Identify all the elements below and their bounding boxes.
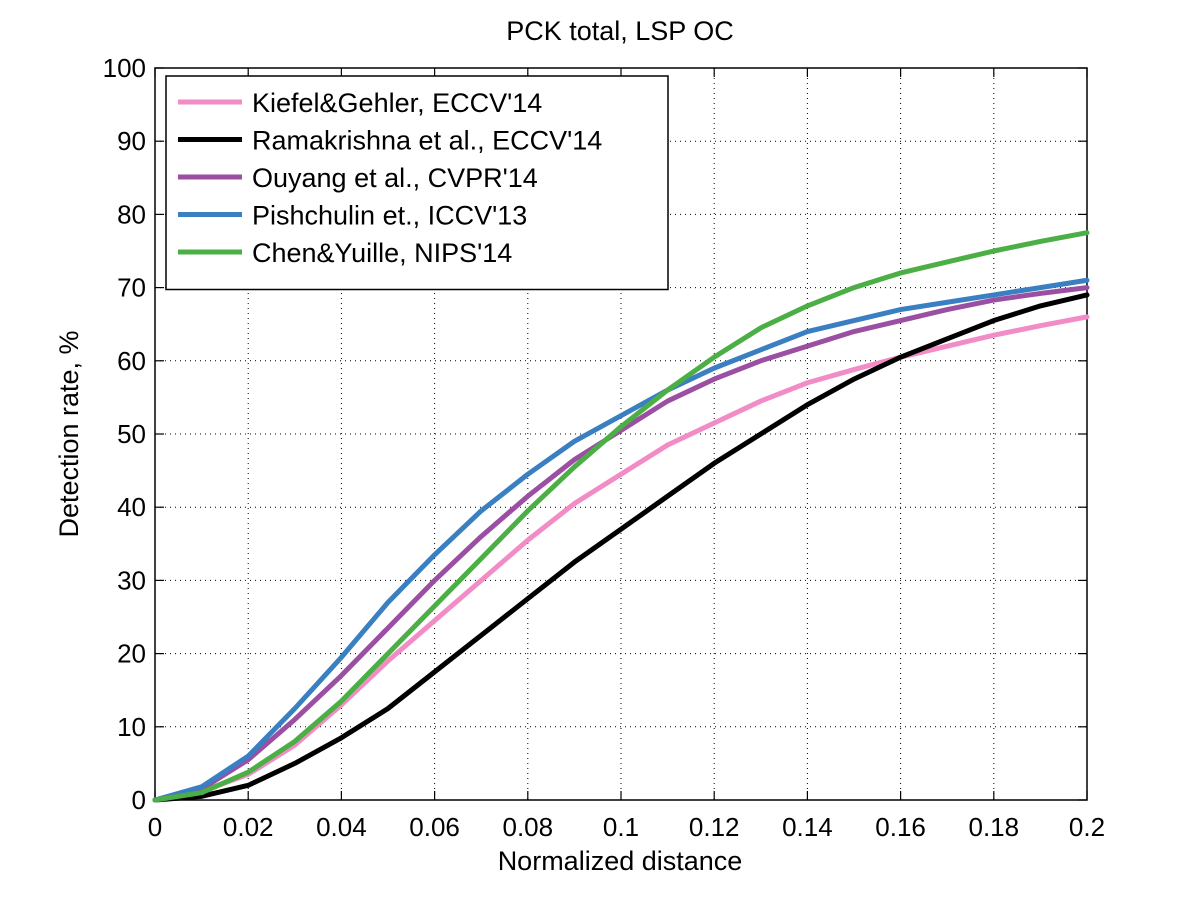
x-tick-label: 0.14 (782, 812, 833, 842)
series-lines (152, 230, 1090, 803)
x-tick-label: 0.06 (409, 812, 460, 842)
chart-title: PCK total, LSP OC (506, 16, 734, 46)
legend: Kiefel&Gehler, ECCV'14 Ramakrishna et al.… (165, 75, 669, 291)
y-tick-label: 90 (117, 126, 146, 156)
y-tick-label: 80 (117, 199, 146, 229)
y-tick-label: 10 (117, 712, 146, 742)
legend-box (165, 75, 669, 291)
y-tick-label: 60 (117, 346, 146, 376)
y-tick-label: 30 (117, 565, 146, 595)
series-line-2 (152, 292, 1090, 803)
y-tick-label: 100 (103, 53, 146, 83)
x-tick-label: 0.18 (968, 812, 1019, 842)
x-tick-label: 0.16 (875, 812, 926, 842)
axes: 0 0.02 0.04 0.06 0.08 0.1 0.12 0.14 0.16 0.18 0.2 0… (103, 53, 1105, 842)
series-line-4 (152, 277, 1090, 803)
legend-label: Kiefel&Gehler, ECCV'14 (252, 88, 542, 118)
x-axis-label: Normalized distance (498, 846, 743, 876)
y-axis-label: Detection rate, % (54, 330, 84, 537)
x-tick-label: 0.02 (223, 812, 274, 842)
series-line-5 (152, 230, 1090, 803)
x-tick-label: 0 (148, 812, 162, 842)
x-tick-label: 0.1 (603, 812, 639, 842)
y-tick-label: 20 (117, 639, 146, 669)
legend-label: Ouyang et al., CVPR'14 (252, 163, 538, 193)
y-tick-label: 70 (117, 273, 146, 303)
x-tick-label: 0.2 (1069, 812, 1105, 842)
y-tick-label: 0 (132, 785, 146, 815)
y-tick-label: 50 (117, 419, 146, 449)
series-line-1 (152, 314, 1090, 803)
series-line-3 (152, 285, 1090, 803)
x-tick-label: 0.04 (316, 812, 367, 842)
legend-label: Ramakrishna et al., ECCV'14 (252, 126, 602, 156)
x-tick-label: 0.08 (502, 812, 553, 842)
y-tick-label: 40 (117, 492, 146, 522)
legend-label: Pishchulin et., ICCV'13 (252, 201, 527, 231)
legend-label: Chen&Yuille, NIPS'14 (252, 238, 512, 268)
x-tick-label: 0.12 (689, 812, 740, 842)
